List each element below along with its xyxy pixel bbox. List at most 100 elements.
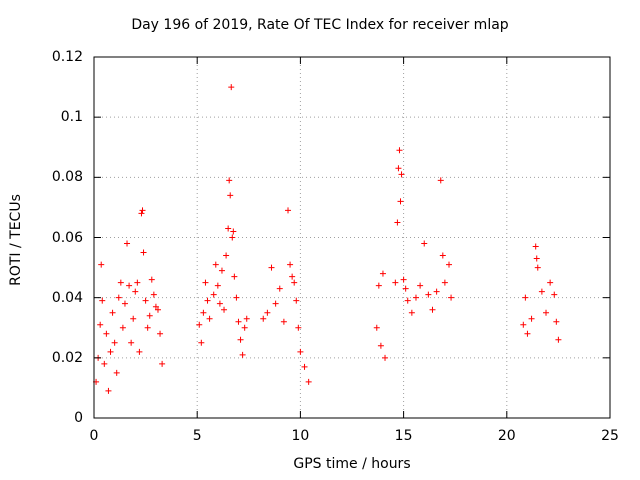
data-point [264, 309, 271, 316]
data-point [210, 291, 217, 298]
data-point [373, 324, 380, 331]
data-point [214, 282, 221, 289]
data-point [223, 252, 230, 259]
data-point [287, 261, 294, 268]
data-point [553, 318, 560, 325]
data-point [202, 279, 209, 286]
data-point [159, 360, 166, 367]
data-point [291, 279, 298, 286]
data-point [272, 300, 279, 307]
data-point [421, 240, 428, 247]
data-point [138, 210, 145, 217]
data-point [396, 147, 403, 154]
x-axis-label: GPS time / hours [293, 456, 411, 472]
data-point [417, 282, 424, 289]
data-point [398, 171, 405, 178]
data-point [113, 369, 120, 376]
data-point [228, 84, 235, 91]
data-point [301, 363, 308, 370]
data-point [198, 339, 205, 346]
data-point [196, 321, 203, 328]
data-point [221, 306, 228, 313]
data-point [534, 264, 541, 271]
data-point [121, 300, 128, 307]
data-point [437, 177, 444, 184]
data-point [532, 243, 539, 250]
y-tick-label: 0.04 [51, 289, 83, 306]
data-point [98, 261, 105, 268]
y-tick-label: 0.06 [51, 229, 83, 246]
data-point [157, 330, 164, 337]
data-point [543, 309, 550, 316]
data-point [293, 297, 300, 304]
x-tick-label: 15 [394, 428, 413, 444]
data-point [128, 339, 135, 346]
chart-title: Day 196 of 2019, Rate Of TEC Index for r… [131, 17, 509, 33]
data-point [533, 255, 540, 262]
data-point [404, 297, 411, 304]
data-point [412, 294, 419, 301]
data-point [200, 309, 207, 316]
data-point [218, 267, 225, 274]
data-point [99, 297, 106, 304]
data-point [239, 351, 246, 358]
data-point [448, 294, 455, 301]
data-point [101, 360, 108, 367]
data-point [408, 309, 415, 316]
x-tick-label: 10 [291, 428, 310, 444]
data-point [243, 315, 250, 322]
data-point [297, 348, 304, 355]
data-point [148, 276, 155, 283]
data-point [150, 291, 157, 298]
data-point [305, 378, 312, 385]
grid-lines [94, 57, 610, 418]
data-point [433, 288, 440, 295]
data-point [237, 336, 244, 343]
data-point [152, 303, 159, 310]
data-point [520, 321, 527, 328]
data-point [229, 234, 236, 241]
data-point [226, 177, 233, 184]
data-point [528, 315, 535, 322]
data-point [400, 276, 407, 283]
y-tick-label: 0.02 [51, 349, 83, 366]
data-point [126, 282, 133, 289]
data-points [93, 84, 562, 394]
data-point [425, 291, 432, 298]
y-axis-label: ROTI / TECUs [8, 194, 24, 286]
x-tick-label: 0 [89, 428, 99, 444]
data-point [439, 252, 446, 259]
data-point [140, 249, 147, 256]
data-point [109, 309, 116, 316]
data-point [522, 294, 529, 301]
data-point [551, 291, 558, 298]
data-point [216, 300, 223, 307]
data-point [233, 294, 240, 301]
data-point [132, 288, 139, 295]
data-point [227, 192, 234, 199]
data-point [382, 354, 389, 361]
data-point [154, 306, 161, 313]
data-point [395, 165, 402, 172]
data-point [446, 261, 453, 268]
data-point [107, 348, 114, 355]
data-point [429, 306, 436, 313]
data-point [402, 285, 409, 292]
data-point [225, 225, 232, 232]
data-point [212, 261, 219, 268]
data-point [119, 324, 126, 331]
y-tick-label: 0.12 [51, 49, 83, 65]
data-point [538, 288, 545, 295]
data-point [295, 324, 302, 331]
data-point [241, 324, 248, 331]
data-point [103, 330, 110, 337]
data-point [146, 312, 153, 319]
data-point [377, 342, 384, 349]
data-point [105, 387, 112, 394]
data-point [139, 207, 146, 214]
data-point [231, 273, 238, 280]
data-point [285, 207, 292, 214]
data-point [204, 297, 211, 304]
data-point [230, 228, 237, 235]
